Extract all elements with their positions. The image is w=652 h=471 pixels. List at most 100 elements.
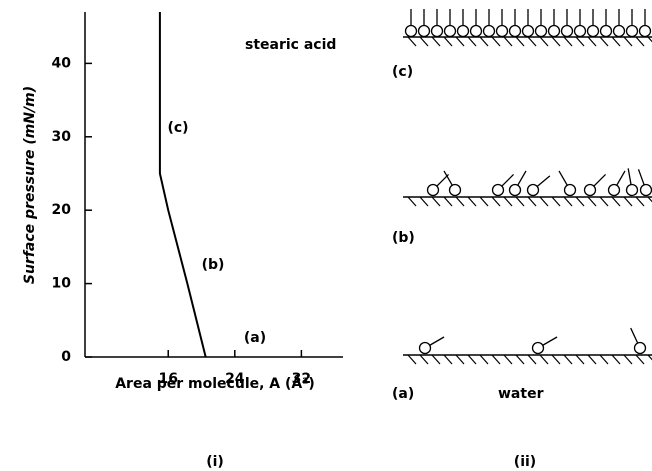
hatch — [563, 196, 573, 207]
hatch — [515, 36, 525, 47]
x-axis-label: Area per molecule, A (Å²) — [115, 375, 315, 392]
annotation: stearic acid — [245, 37, 336, 53]
head-group — [638, 24, 652, 38]
y-tick-label: 20 — [52, 202, 72, 218]
head-group — [508, 183, 522, 197]
hatch — [455, 196, 465, 207]
hatch — [431, 354, 441, 365]
head-group — [430, 24, 444, 38]
hatch — [491, 36, 501, 47]
hatch — [455, 36, 465, 47]
diagram-label: (c) — [392, 64, 413, 80]
hatch — [467, 36, 477, 47]
hatch — [467, 354, 477, 365]
head-group — [573, 24, 587, 38]
head-group — [491, 183, 505, 197]
hatch — [407, 36, 417, 47]
head-group — [495, 24, 509, 38]
head-group — [526, 183, 540, 197]
hatch — [647, 196, 652, 203]
head-group — [448, 183, 462, 197]
hatch — [407, 196, 417, 207]
head-group — [426, 183, 440, 197]
head-group — [534, 24, 548, 38]
diagram: (c) (b) (a) water — [392, 9, 652, 402]
hatch — [563, 354, 573, 365]
hatch — [599, 36, 609, 47]
hatch — [551, 36, 561, 47]
hatch — [479, 196, 489, 207]
y-tick-label: 0 — [61, 349, 71, 365]
hatch — [527, 36, 537, 47]
hatch — [635, 354, 645, 365]
head-group — [456, 24, 470, 38]
hatch — [599, 196, 609, 207]
hatch — [515, 354, 525, 365]
head-group — [586, 24, 600, 38]
head-group — [599, 24, 613, 38]
hatch — [539, 354, 549, 365]
hatch — [479, 354, 489, 365]
tail — [637, 169, 645, 186]
hatch — [419, 36, 429, 47]
annotation: (c) — [167, 120, 188, 136]
diagram-label: (b) — [392, 230, 415, 246]
hatch — [599, 354, 609, 365]
y-tick-label: 10 — [52, 276, 72, 292]
x-tick-label: 32 — [292, 371, 311, 387]
hatch — [527, 354, 537, 365]
hatch — [551, 196, 561, 207]
hatch — [539, 36, 549, 47]
head-group — [521, 24, 535, 38]
tail — [536, 175, 551, 188]
hatch — [431, 36, 441, 47]
hatch — [443, 36, 453, 47]
y-axis-label: Surface pressure (mN/m) — [22, 86, 38, 284]
hatch — [431, 196, 441, 207]
head-group — [404, 24, 418, 38]
hatch — [647, 36, 652, 43]
hatch — [635, 36, 645, 47]
hatch — [503, 196, 513, 207]
tail — [615, 170, 626, 186]
panel-label: (i) — [206, 454, 224, 470]
hatch — [623, 196, 633, 207]
hatch — [575, 354, 585, 365]
hatch — [623, 354, 633, 365]
head-group — [639, 183, 652, 197]
hatch — [407, 354, 417, 365]
hatch — [491, 354, 501, 365]
head-group — [563, 183, 577, 197]
tail — [516, 170, 527, 186]
tail — [501, 173, 515, 187]
hatch — [551, 354, 561, 365]
hatch — [587, 354, 597, 365]
y-tick-label: 30 — [52, 129, 72, 145]
hatch — [503, 354, 513, 365]
head-group — [583, 183, 597, 197]
panel-label: (ii) — [514, 454, 536, 470]
annotation: (a) — [244, 330, 266, 346]
tail — [558, 170, 569, 186]
hatch — [611, 36, 621, 47]
head-group — [625, 183, 639, 197]
head-group — [547, 24, 561, 38]
hatch — [635, 196, 645, 207]
hatch — [491, 196, 501, 207]
hatch — [443, 196, 453, 207]
diagram-label: (a) — [392, 386, 414, 402]
hatch — [527, 196, 537, 207]
hatch — [623, 36, 633, 47]
hatch — [419, 354, 429, 365]
head-group — [560, 24, 574, 38]
head-group — [418, 341, 432, 355]
hatch — [515, 196, 525, 207]
x-tick-label: 16 — [158, 371, 177, 387]
head-group — [531, 341, 545, 355]
hatch — [575, 196, 585, 207]
tail — [627, 168, 632, 186]
tail — [429, 336, 445, 347]
tail — [542, 336, 558, 347]
hatch — [455, 354, 465, 365]
